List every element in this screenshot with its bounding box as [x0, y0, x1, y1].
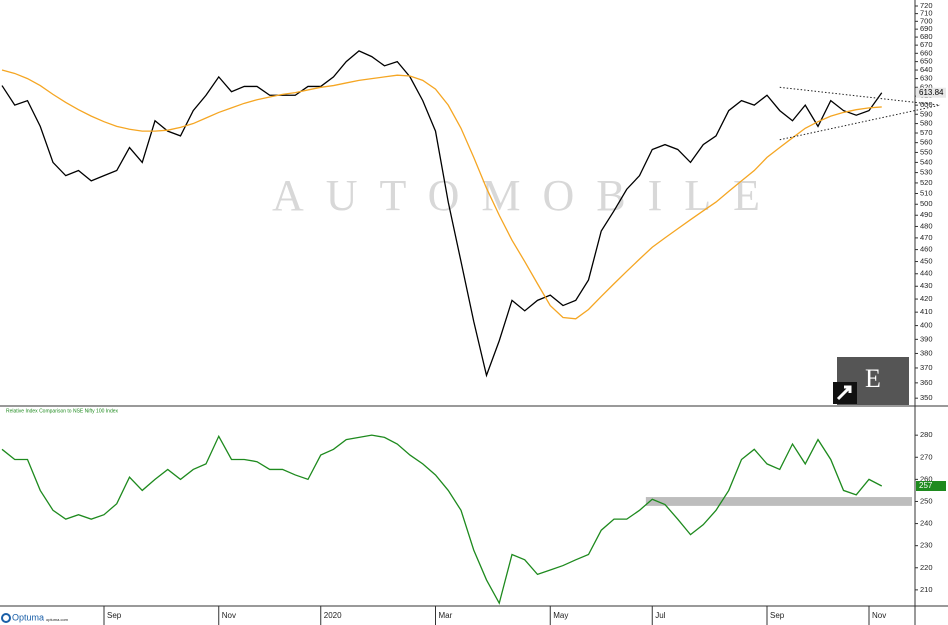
- footer: Optuma optuma.com: [1, 612, 69, 623]
- y-tick-label: 710: [920, 9, 933, 18]
- y-tick-label: 430: [920, 281, 933, 290]
- x-tick-label: Sep: [770, 611, 785, 620]
- y-tick-label: 240: [920, 519, 933, 528]
- brand: Optuma: [12, 612, 44, 622]
- x-tick-label: Mar: [439, 611, 453, 620]
- y-tick-label: 400: [920, 321, 933, 330]
- last-value-tag: [916, 87, 946, 98]
- y-tick-label: 570: [920, 128, 933, 137]
- last-value-tag: [916, 481, 946, 491]
- y-tick-label: 640: [920, 65, 933, 74]
- y-tick-label: 500: [920, 199, 933, 208]
- y-tick-label: 700: [920, 16, 933, 25]
- badge-letter: E: [865, 364, 881, 393]
- y-tick-label: 280: [920, 430, 933, 439]
- y-tick-label: 220: [920, 563, 933, 572]
- x-tick-label: 2020: [324, 611, 342, 620]
- x-tick-label: May: [553, 611, 568, 620]
- last-value-label: 257: [919, 481, 933, 490]
- x-tick-label: Jul: [655, 611, 665, 620]
- y-tick-label: 440: [920, 269, 933, 278]
- series-line: [1, 69, 882, 320]
- y-tick-label: 520: [920, 178, 933, 187]
- y-tick-label: 250: [920, 496, 933, 505]
- trendline: [779, 86, 941, 106]
- last-value-label: 613.84: [919, 88, 944, 97]
- arrow-icon: [836, 385, 852, 401]
- x-tick-label: Sep: [107, 611, 122, 620]
- y-tick-label: 590: [920, 109, 933, 118]
- y-tick-label: 670: [920, 40, 933, 49]
- y-tick-label: 480: [920, 221, 933, 230]
- watermark: AUTOMOBILE: [272, 171, 782, 220]
- badge: E: [833, 357, 909, 405]
- logo-mark: [1, 613, 11, 623]
- support-band: [645, 497, 912, 506]
- series-line: [1, 50, 883, 378]
- y-tick-label: 420: [920, 294, 933, 303]
- x-tick-label: Nov: [872, 611, 886, 620]
- y-tick-label: 580: [920, 119, 933, 128]
- y-tick-label: 540: [920, 157, 933, 166]
- site: optuma.com: [46, 617, 69, 622]
- y-tick-label: 350: [920, 393, 933, 402]
- y-tick-label: 720: [920, 1, 933, 10]
- y-tick-label: 450: [920, 257, 933, 266]
- y-tick-label: 510: [920, 188, 933, 197]
- y-tick-label: 650: [920, 57, 933, 66]
- y-tick-label: 680: [920, 32, 933, 41]
- y-tick-label: 690: [920, 24, 933, 33]
- y-tick-label: 550: [920, 147, 933, 156]
- y-tick-label: 560: [920, 138, 933, 147]
- y-tick-label: 490: [920, 210, 933, 219]
- y-tick-label: 600: [920, 100, 933, 109]
- y-tick-label: 380: [920, 348, 933, 357]
- y-tick-label: 460: [920, 245, 933, 254]
- y-tick-label: 270: [920, 452, 933, 461]
- y-tick-label: 530: [920, 168, 933, 177]
- panel-title: Relative Index Comparison to NSE Nifty 1…: [6, 408, 118, 414]
- y-tick-label: 390: [920, 334, 933, 343]
- y-tick-label: 630: [920, 74, 933, 83]
- y-tick-label: 620: [920, 82, 933, 91]
- y-tick-label: 260: [920, 474, 933, 483]
- y-tick-label: 360: [920, 378, 933, 387]
- y-tick-label: 410: [920, 307, 933, 316]
- y-tick-label: 660: [920, 48, 933, 57]
- y-tick-label: 230: [920, 541, 933, 550]
- y-tick-label: 210: [920, 585, 933, 594]
- y-tick-label: 370: [920, 363, 933, 372]
- x-tick-label: Nov: [222, 611, 236, 620]
- y-tick-label: 470: [920, 233, 933, 242]
- series-line: [1, 434, 883, 605]
- trendline: [779, 104, 941, 141]
